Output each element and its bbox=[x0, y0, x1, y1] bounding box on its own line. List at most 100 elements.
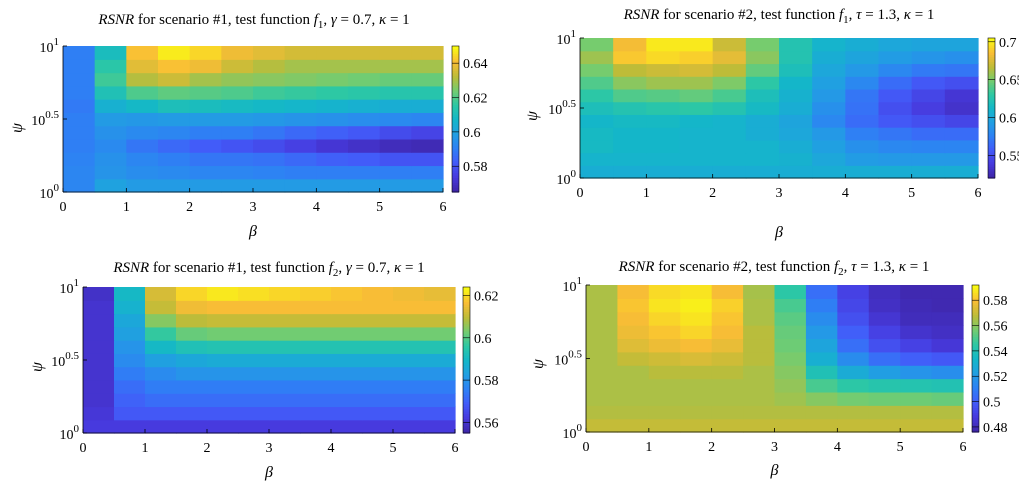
colorbar-segment bbox=[972, 397, 979, 401]
colorbar-tick-label: 0.6 bbox=[474, 332, 492, 347]
colorbar-segment bbox=[988, 112, 995, 116]
heatmap-cell bbox=[238, 366, 270, 381]
colorbar-segment bbox=[972, 307, 979, 311]
heatmap-cell bbox=[189, 125, 222, 140]
heatmap-cell bbox=[805, 405, 838, 420]
colorbar-segment bbox=[972, 417, 979, 421]
x-tick-label: 0 bbox=[80, 441, 87, 456]
colorbar-segment bbox=[972, 422, 979, 426]
heatmap-cell bbox=[712, 114, 747, 128]
heatmap-cell bbox=[646, 63, 681, 77]
heatmap-cell bbox=[613, 50, 647, 65]
heatmap-cell bbox=[944, 139, 979, 154]
heatmap-cell bbox=[779, 101, 813, 115]
heatmap-cell bbox=[712, 139, 747, 154]
colorbar-segment bbox=[972, 419, 979, 423]
colorbar-segment bbox=[972, 311, 979, 315]
heatmap-cell bbox=[83, 340, 115, 354]
colorbar-segment bbox=[988, 52, 995, 55]
colorbar-segment bbox=[988, 84, 995, 88]
heatmap-cell bbox=[94, 112, 127, 127]
colorbar-segment bbox=[452, 63, 459, 67]
heatmap-cell bbox=[362, 366, 394, 381]
heatmap-cell bbox=[362, 419, 394, 434]
heatmap-cell bbox=[114, 393, 146, 408]
heatmap-cell bbox=[711, 391, 744, 406]
heatmap-cell bbox=[189, 72, 222, 87]
colorbar-segment bbox=[972, 285, 979, 289]
heatmap-cell bbox=[145, 419, 177, 434]
colorbar-segment bbox=[972, 373, 979, 377]
heatmap-cell bbox=[331, 366, 363, 381]
colorbar-segment bbox=[463, 299, 470, 303]
colorbar-tick-label: 0.6 bbox=[999, 111, 1017, 126]
colorbar-tick-label: 0.54 bbox=[983, 345, 1008, 360]
colorbar-segment bbox=[972, 343, 979, 347]
colorbar-tick-label: 0.62 bbox=[463, 92, 488, 107]
heatmap-cell bbox=[878, 101, 913, 115]
heatmap-cell bbox=[779, 38, 813, 52]
heatmap-cell bbox=[63, 138, 96, 153]
heatmap-cell bbox=[362, 287, 394, 301]
heatmap-cell bbox=[253, 99, 286, 113]
heatmap-cell bbox=[348, 178, 381, 193]
colorbar-segment bbox=[988, 96, 995, 100]
heatmap-cell bbox=[253, 125, 286, 140]
heatmap-cell bbox=[779, 88, 813, 103]
heatmap-cells bbox=[586, 285, 964, 433]
heatmap-cell bbox=[680, 378, 713, 393]
heatmap-cell bbox=[379, 165, 412, 180]
colorbar-segment bbox=[988, 77, 995, 81]
x-axis-label: β bbox=[774, 224, 783, 241]
heatmap-cell bbox=[711, 285, 744, 299]
colorbar-segment bbox=[452, 77, 459, 81]
heatmap-cell bbox=[745, 165, 780, 179]
heatmap-cell bbox=[580, 139, 614, 154]
heatmap-cell bbox=[114, 353, 146, 368]
heatmap-cell bbox=[379, 112, 412, 127]
x-tick-label: 3 bbox=[771, 440, 778, 455]
heatmap-cell bbox=[878, 152, 913, 166]
heatmap-cell bbox=[648, 378, 681, 393]
heatmap-cell bbox=[774, 298, 807, 313]
heatmap-cell bbox=[745, 139, 780, 154]
chart-title: RSNR for scenario #2, test function f2, … bbox=[618, 259, 930, 278]
heatmap-cell bbox=[586, 311, 619, 326]
heatmap-cell bbox=[238, 419, 270, 434]
heatmap-cell bbox=[63, 85, 96, 100]
heatmap-cell bbox=[743, 298, 776, 313]
heatmap-cell bbox=[911, 127, 946, 141]
colorbar-segment bbox=[452, 109, 459, 113]
heatmap-cell bbox=[379, 99, 412, 113]
colorbar-segment bbox=[988, 171, 995, 174]
heatmap-cell bbox=[126, 178, 159, 193]
heatmap-cell bbox=[712, 165, 747, 179]
colorbar-segment bbox=[988, 49, 995, 53]
colorbar-segment bbox=[452, 160, 459, 164]
colorbar-segment bbox=[972, 351, 979, 355]
colorbar-segment bbox=[452, 150, 459, 154]
x-tick-label: 2 bbox=[708, 440, 715, 455]
colorbar-segment bbox=[463, 328, 470, 332]
heatmap-cell bbox=[911, 114, 946, 128]
colorbar-segment bbox=[988, 59, 995, 62]
colorbar-tick-label: 0.58 bbox=[474, 374, 499, 389]
heatmap-cell bbox=[316, 72, 349, 87]
x-tick-label: 3 bbox=[250, 200, 257, 215]
heatmap-cell bbox=[845, 88, 880, 103]
heatmap-cell bbox=[253, 165, 286, 180]
heatmap-cell bbox=[845, 101, 880, 115]
heatmap-cell bbox=[238, 393, 270, 408]
heatmap-cell bbox=[158, 85, 191, 100]
heatmap-cell bbox=[362, 340, 394, 354]
x-tick-label: 5 bbox=[897, 440, 904, 455]
colorbar-segment bbox=[463, 301, 470, 305]
colorbar-segment bbox=[463, 350, 470, 354]
heatmap-cell bbox=[745, 101, 780, 115]
heatmap-cell bbox=[845, 165, 880, 179]
heatmap-cell bbox=[362, 326, 394, 341]
heatmap-cell bbox=[580, 38, 614, 52]
colorbar-segment bbox=[452, 174, 459, 178]
heatmap-cell bbox=[158, 138, 191, 153]
x-tick-label: 0 bbox=[583, 440, 590, 455]
